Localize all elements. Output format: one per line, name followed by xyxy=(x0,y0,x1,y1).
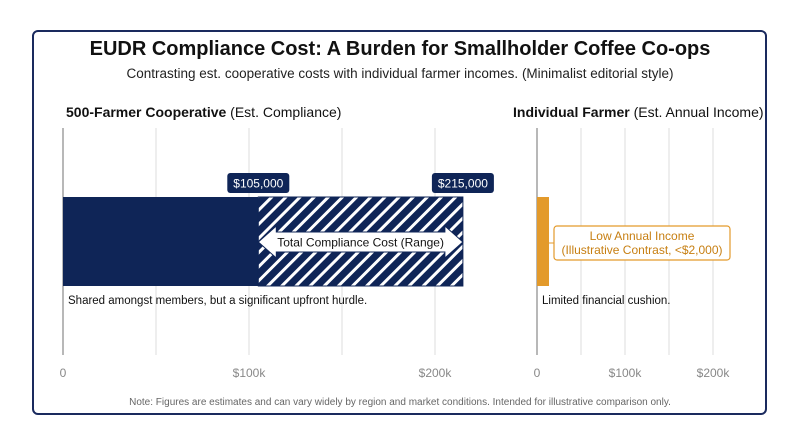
cooperative-panel-title: 500-Farmer Cooperative (Est. Compliance) xyxy=(66,104,341,120)
value-label-text: $215,000 xyxy=(438,177,488,191)
value-label-0: $105,000 xyxy=(227,173,290,193)
footnote: Note: Figures are estimates and can vary… xyxy=(129,397,671,408)
farmer-panel-title-bold: Individual Farmer xyxy=(513,104,630,120)
value-label-1: $215,000 xyxy=(431,173,494,193)
range-arrow xyxy=(257,224,464,260)
x-tick-label: $100k xyxy=(233,366,267,380)
x-tick-label: 0 xyxy=(60,366,67,380)
value-label-box xyxy=(227,173,290,193)
income-annotation-line1: Low Annual Income xyxy=(590,229,695,243)
value-label-text: $105,000 xyxy=(233,177,283,191)
income-annotation-line2: (Illustrative Contrast, <$2,000) xyxy=(561,243,722,257)
cooperative-bar-0 xyxy=(63,197,259,286)
farmer-panel-title: Individual Farmer (Est. Annual Income) xyxy=(513,104,764,120)
income-annotation-box xyxy=(553,225,731,261)
cooperative-panel-title-bold: 500-Farmer Cooperative xyxy=(66,104,227,120)
x-tick-label: 0 xyxy=(534,366,541,380)
range-annotation: Total Compliance Cost (Range) xyxy=(277,236,444,250)
farmer-bar-0 xyxy=(537,197,549,286)
value-label-box xyxy=(431,173,494,193)
chart-subtitle: Contrasting est. cooperative costs with … xyxy=(126,66,674,81)
x-tick-label: $200k xyxy=(697,366,731,380)
x-tick-label: $100k xyxy=(609,366,643,380)
cooperative-panel-title-rest: (Est. Compliance) xyxy=(226,104,342,120)
farmer-panel-title-rest: (Est. Annual Income) xyxy=(629,104,764,120)
chart-title: EUDR Compliance Cost: A Burden for Small… xyxy=(89,38,711,60)
farmer-caption: Limited financial cushion. xyxy=(542,295,671,307)
x-tick-label: $200k xyxy=(419,366,453,380)
cooperative-caption: Shared amongst members, but a significan… xyxy=(68,295,367,307)
